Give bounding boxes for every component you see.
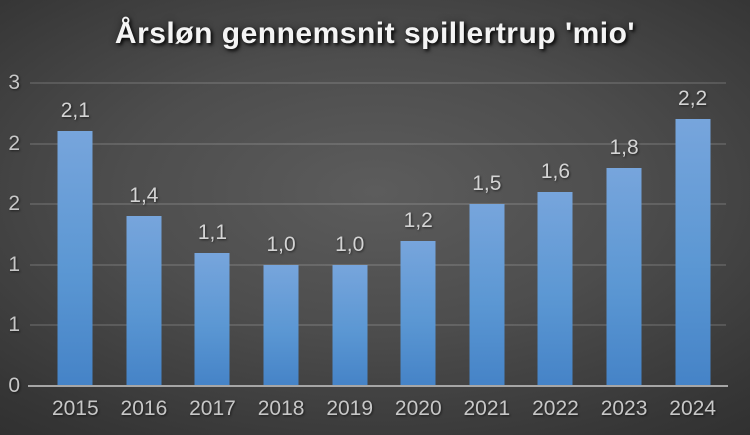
bar-2024 (675, 119, 711, 386)
x-tick-label: 2017 (189, 397, 236, 420)
bar-2015 (57, 131, 93, 386)
bar-2022 (537, 192, 573, 386)
bar-2016 (126, 216, 162, 386)
x-tick-label: 2016 (120, 397, 168, 420)
gridline (30, 142, 726, 145)
plot-area: 2,1 1,4 1,1 1,0 1,0 1,2 1,5 1,6 1,8 2,2 (28, 82, 728, 387)
bar-value-label: 1,2 (403, 208, 433, 232)
x-tick-label: 2020 (394, 397, 442, 420)
bar-value-label: 2,2 (678, 87, 708, 111)
bar-value-label: 1,4 (129, 184, 159, 208)
gridline (30, 324, 726, 327)
bar-2021 (469, 204, 505, 386)
bar-band-2021: 1,5 (453, 83, 522, 386)
x-tick-label: 2023 (600, 397, 648, 420)
bar-band-2015: 2,1 (41, 83, 110, 386)
chart-title: Årsløn gennemsnit spillertrup 'mio' (114, 17, 636, 50)
y-tick-label: 1 (8, 252, 20, 276)
x-axis-line (28, 385, 728, 387)
y-axis: 0 1 1 2 2 3 (0, 72, 20, 397)
bar-band-2023: 1,8 (590, 83, 659, 386)
bar-value-label: 1,8 (609, 135, 639, 159)
bar-band-2022: 1,6 (521, 83, 590, 386)
bar-value-label: 1,6 (540, 160, 571, 184)
bar-2020 (400, 240, 436, 386)
y-tick-label: 2 (8, 131, 20, 155)
bar-value-label: 1,0 (266, 232, 296, 256)
bar-value-label: 1,0 (335, 232, 365, 256)
bar-2018 (263, 264, 299, 386)
bar-band-2020: 1,2 (384, 83, 453, 386)
x-tick-label: 2021 (463, 397, 511, 420)
bar-2019 (332, 264, 368, 386)
gridline (30, 203, 726, 206)
bar-value-label: 1,5 (472, 172, 502, 196)
bar-band-2016: 1,4 (110, 83, 179, 386)
y-tick-label: 2 (8, 192, 20, 216)
x-axis: 2015 2016 2017 2018 2019 2020 2021 2022 2023 2024 (41, 397, 727, 423)
x-tick-label: 2019 (326, 397, 374, 420)
y-tick-label: 0 (8, 374, 20, 397)
y-tick-label: 1 (8, 313, 20, 337)
bar-2017 (194, 252, 230, 386)
y-tick-label: 3 (8, 71, 20, 94)
bar-band-2024: 2,2 (658, 83, 727, 386)
x-tick-label: 2022 (532, 397, 579, 420)
bar-2023 (606, 167, 642, 386)
x-tick-label: 2015 (51, 397, 99, 420)
gridline (30, 82, 726, 84)
gridline (30, 263, 726, 266)
x-tick-label: 2024 (669, 397, 716, 420)
bar-value-label: 2,1 (60, 99, 90, 123)
bar-value-label: 1,1 (197, 220, 228, 244)
bars-layer: 2,1 1,4 1,1 1,0 1,0 1,2 1,5 1,6 1,8 2,2 (41, 83, 727, 386)
bar-band-2017: 1,1 (178, 83, 247, 386)
x-tick-label: 2018 (257, 397, 305, 420)
bar-band-2018: 1,0 (247, 83, 316, 386)
bar-band-2019: 1,0 (315, 83, 384, 386)
